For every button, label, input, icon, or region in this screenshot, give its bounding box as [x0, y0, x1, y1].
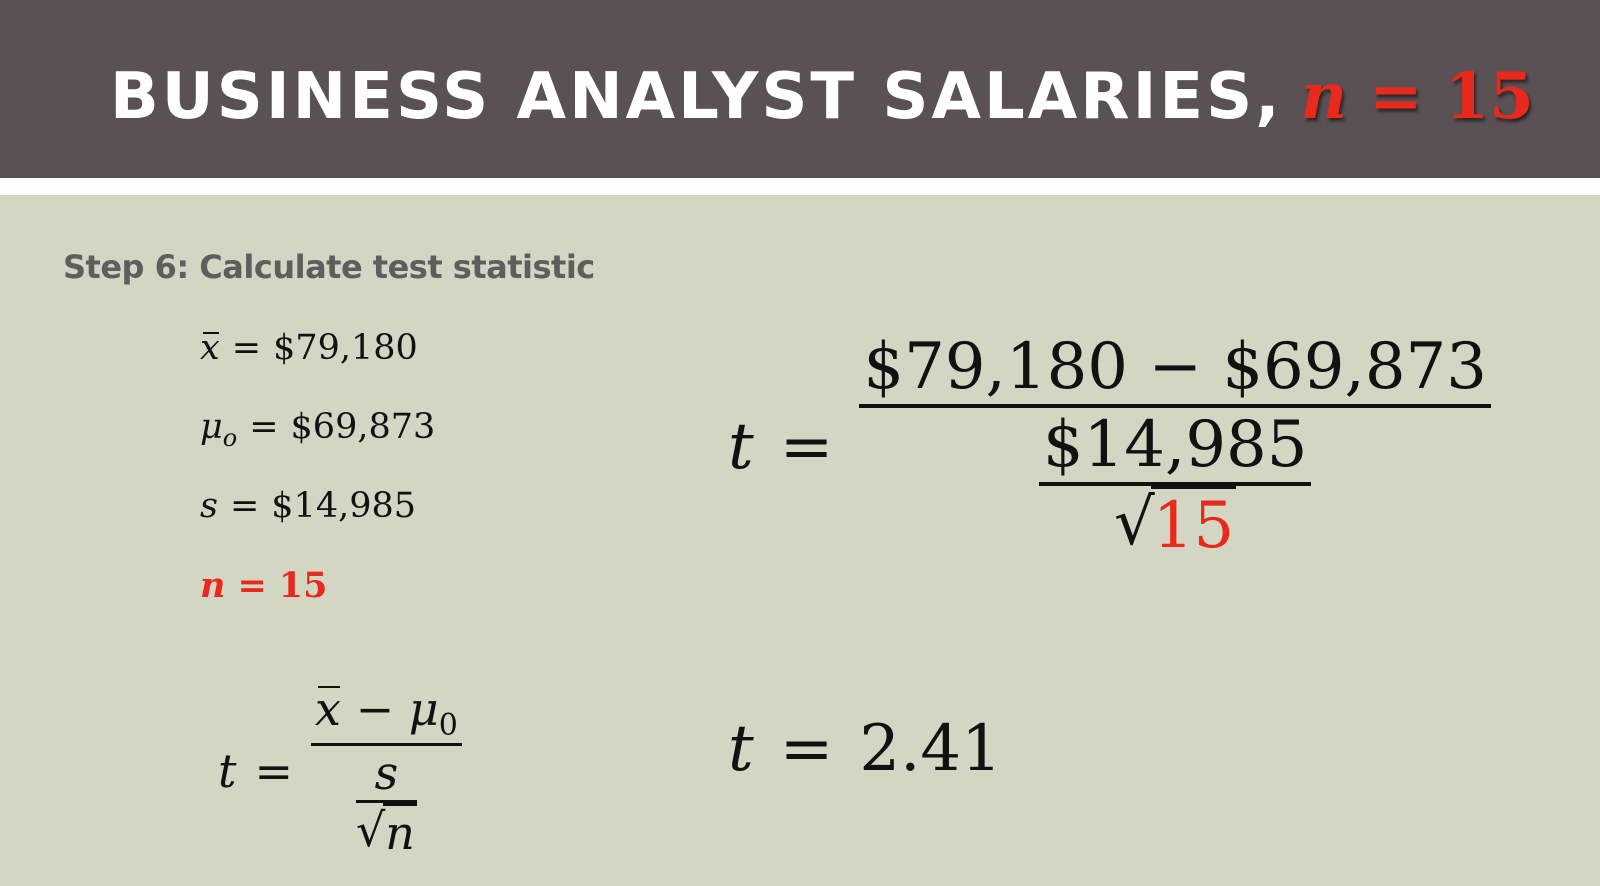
formula-n: n [383, 803, 417, 860]
formula-inner-bar [355, 800, 417, 804]
std-dev-value: $14,985 [271, 486, 417, 526]
substituted-denominator: $14,985 √ 15 [1038, 408, 1312, 563]
title-equals: = [1369, 59, 1423, 134]
given-sample-size: n = 15 [200, 565, 328, 606]
title-divider [0, 178, 1600, 195]
sample-size-value: 15 [278, 565, 328, 606]
s-symbol: s [200, 486, 218, 526]
substituted-t-symbol: t [728, 409, 754, 484]
formula-numerator: x − μ0 [311, 682, 462, 743]
formula-s: s [374, 746, 399, 801]
mu-symbol: μ [200, 407, 223, 447]
slide-title: BUSINESS ANALYST SALARIES, n = 15 [110, 52, 1534, 142]
radical-sign: √ [1114, 486, 1155, 560]
formula-mu-subscript: 0 [438, 708, 458, 744]
equals-sign: = [229, 486, 260, 526]
formula-fraction: x − μ0 s √ n [311, 682, 462, 860]
substituted-fraction: $79,180 − $69,873 $14,985 √ 15 [859, 330, 1491, 563]
substituted-inner-bar [1038, 482, 1312, 486]
substituted-std-dev: $14,985 [1042, 408, 1308, 482]
mu-subscript: o [222, 424, 238, 452]
result-equals: = [779, 712, 834, 786]
substituted-numerator: $79,180 − $69,873 [863, 330, 1487, 404]
formula-denominator: s √ n [352, 746, 421, 860]
substituted-equation: t = $79,180 − $69,873 $14,985 √ 15 [728, 330, 1491, 563]
title-n-value: 15 [1444, 59, 1534, 134]
population-mean-value: $69,873 [290, 407, 436, 447]
formula-xbar: x [315, 682, 341, 736]
result-t-symbol: t [728, 712, 754, 786]
formula-mu: μ [408, 682, 439, 736]
given-std-dev: s = $14,985 [200, 486, 416, 526]
title-bar [0, 0, 1600, 178]
step-heading: Step 6: Calculate test statistic [63, 248, 595, 286]
given-population-mean: μo = $69,873 [200, 407, 435, 452]
substituted-sqrt: √ 15 [1114, 486, 1237, 563]
substituted-root-value: 15 [1150, 486, 1237, 563]
formula-sqrt: √ n [356, 803, 417, 860]
formula-t-symbol: t [218, 744, 237, 799]
result-value: 2.41 [859, 712, 1002, 786]
n-symbol: n [200, 565, 226, 606]
substituted-equals: = [779, 409, 834, 484]
radical-sign: √ [355, 803, 386, 858]
t-result: t = 2.41 [728, 712, 1002, 786]
title-n-variable: n [1300, 59, 1348, 134]
slide-title-math: n = 15 [1301, 59, 1534, 134]
substituted-fraction-bar [859, 404, 1491, 408]
equals-sign: = [237, 565, 267, 606]
given-sample-mean: x = $79,180 [200, 328, 418, 368]
slide-title-text: BUSINESS ANALYST SALARIES, [110, 60, 1283, 134]
formula-minus: − [355, 682, 395, 736]
equals-sign: = [231, 328, 262, 368]
equals-sign: = [249, 407, 279, 447]
t-statistic-formula: t = x − μ0 s √ n [218, 682, 462, 860]
xbar-symbol: x [200, 328, 220, 368]
formula-fraction-bar [311, 743, 462, 747]
formula-equals: = [254, 744, 294, 799]
sample-mean-value: $79,180 [273, 328, 418, 368]
